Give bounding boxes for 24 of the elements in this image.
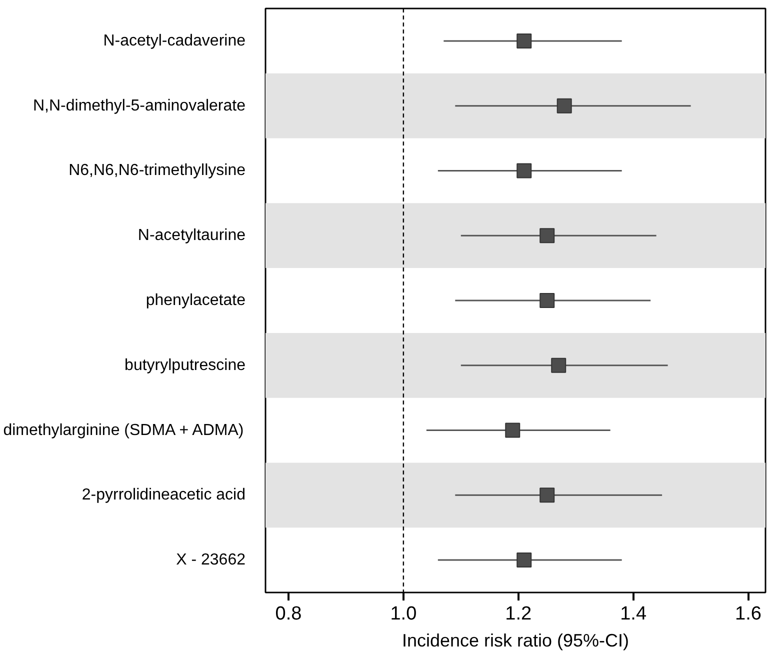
x-axis-title: Incidence risk ratio (95%-CI): [402, 630, 630, 650]
point: [540, 293, 555, 308]
y-tick-label: butyrylputrescine: [124, 356, 246, 374]
point: [556, 98, 572, 114]
y-tick-label: X - 23662: [176, 552, 246, 569]
y-tick-label: N6,N6,N6-trimethyllysine: [68, 162, 246, 180]
point: [540, 228, 555, 244]
y-tick-label: dimethylarginine (SDMA + ADMA): [3, 422, 244, 439]
point: [516, 163, 532, 178]
point: [516, 33, 532, 48]
x-tick-label: 1.0: [390, 604, 417, 624]
x-tick-label: 1.6: [735, 604, 762, 624]
x-tick-label: 1.2: [505, 604, 532, 624]
y-tick-label: N-acetyltaurine: [138, 227, 246, 244]
point: [516, 552, 532, 568]
x-tick-label: 0.8: [275, 604, 302, 624]
y-tick-label: N-acetyl-cadaverine: [103, 32, 246, 50]
y-tick-label: phenylacetate: [146, 292, 246, 309]
x-tick-label: 1.4: [620, 604, 647, 624]
point: [540, 488, 555, 503]
point: [551, 358, 566, 373]
point: [505, 422, 520, 438]
y-tick-label: N,N-dimethyl-5-aminovalerate: [32, 97, 246, 114]
y-tick-label: 2-pyrrolidineacetic acid: [82, 486, 246, 504]
